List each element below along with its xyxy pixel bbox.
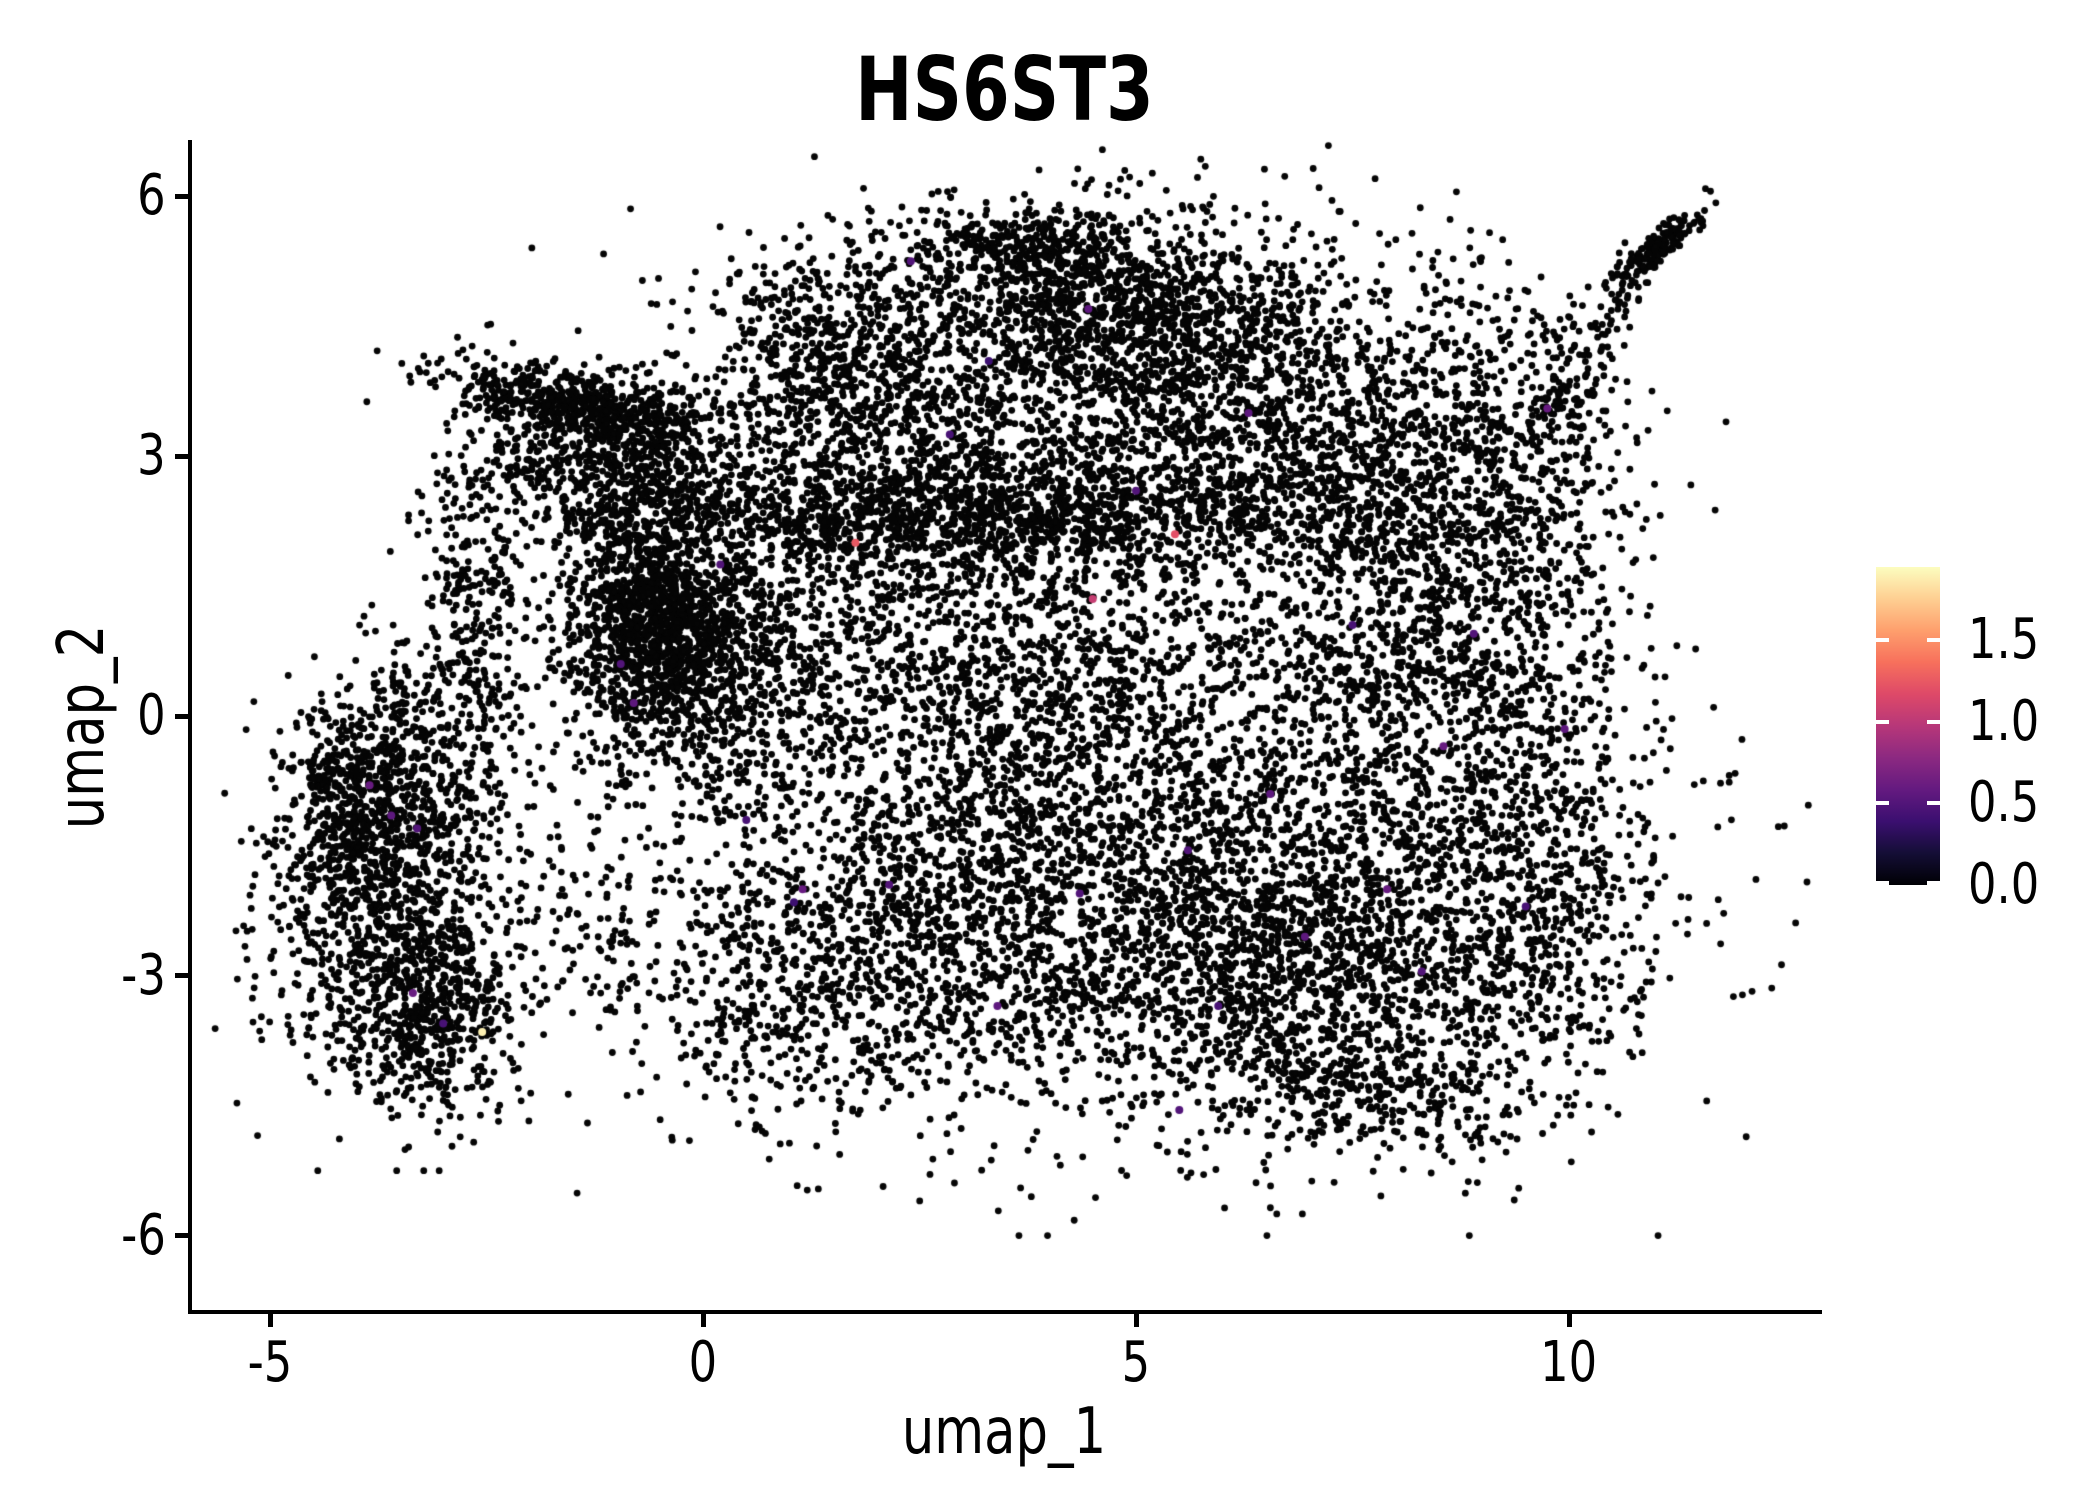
x-tick-mark — [1566, 1314, 1572, 1327]
x-tick-label: 0 — [623, 1328, 783, 1398]
y-tick-label: 0 — [10, 681, 166, 751]
x-axis-line — [188, 1310, 1822, 1314]
y-tick-label-text: 0 — [137, 683, 166, 748]
colorbar-tick-label: 1.0 — [1968, 687, 2100, 757]
colorbar-tick-label-text: 1.0 — [1968, 688, 2040, 754]
scatter-points-canvas — [190, 140, 1819, 1314]
y-tick-label: -6 — [10, 1201, 166, 1271]
y-tick-mark — [175, 713, 188, 719]
y-tick-label-text: 3 — [137, 423, 166, 489]
x-tick-label-text: 0 — [688, 1330, 718, 1395]
y-tick-label-text: -6 — [121, 1202, 166, 1268]
colorbar-tick-label: 1.5 — [1968, 605, 2100, 675]
x-tick-label-text: 10 — [1540, 1330, 1598, 1395]
colorbar-tick-notch-left — [1876, 881, 1889, 885]
x-tick-label: -5 — [190, 1328, 350, 1398]
x-tick-mark — [1133, 1314, 1139, 1327]
colorbar-tick-notch-left — [1876, 719, 1889, 724]
colorbar-tick-notch-right — [1927, 801, 1940, 806]
y-tick-label-text: -3 — [121, 942, 166, 1008]
y-tick-mark — [175, 453, 188, 459]
plot-title: HS6ST3 — [190, 40, 1819, 140]
colorbar-tick-notch-right — [1927, 719, 1940, 724]
colorbar-tick-label-text: 0.5 — [1968, 770, 2040, 836]
y-axis-line — [188, 140, 192, 1314]
colorbar-gradient — [1876, 567, 1940, 885]
colorbar-tick-notch-left — [1876, 638, 1889, 643]
y-tick-mark — [175, 193, 188, 199]
y-tick-label: -3 — [10, 941, 166, 1011]
x-axis-label-text: umap_1 — [901, 1395, 1107, 1469]
x-tick-mark — [700, 1314, 706, 1327]
plot-title-text: HS6ST3 — [855, 38, 1154, 141]
colorbar-tick-notch-right — [1927, 881, 1940, 885]
y-tick-label: 6 — [10, 161, 166, 231]
x-tick-mark — [267, 1314, 273, 1327]
y-tick-label: 3 — [10, 421, 166, 491]
x-tick-label-text: 5 — [1121, 1330, 1151, 1395]
colorbar-tick-notch-right — [1927, 638, 1940, 643]
y-tick-label-text: 6 — [137, 163, 166, 229]
colorbar-tick-label: 0.5 — [1968, 768, 2100, 838]
y-tick-mark — [175, 973, 188, 979]
x-tick-label: 5 — [1056, 1328, 1216, 1398]
colorbar — [1876, 567, 1940, 885]
y-tick-mark — [175, 1233, 188, 1239]
colorbar-tick-notch-left — [1876, 801, 1889, 806]
colorbar-tick-label-text: 1.5 — [1968, 607, 2040, 673]
x-tick-label: 10 — [1489, 1328, 1649, 1398]
colorbar-tick-label-text: 0.0 — [1968, 852, 2040, 917]
colorbar-tick-label: 0.0 — [1968, 850, 2100, 920]
y-axis-label-text: umap_2 — [45, 624, 119, 830]
x-tick-label-text: -5 — [247, 1330, 293, 1395]
